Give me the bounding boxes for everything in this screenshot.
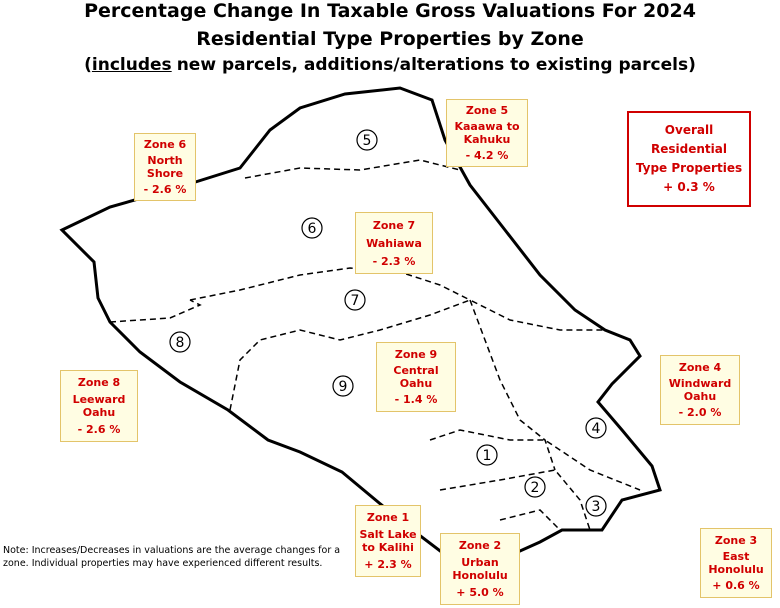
zone-area: Leeward Oahu bbox=[61, 393, 137, 419]
zone-change: - 2.0 % bbox=[678, 406, 722, 420]
zone-area-line: Honolulu bbox=[708, 562, 764, 576]
zone-number: 9 bbox=[339, 379, 348, 395]
zone-marker bbox=[585, 495, 607, 517]
zone-box: Zone 1 Salt Lake to Kalihi + 2.3 % bbox=[355, 505, 421, 577]
zone-marker bbox=[169, 331, 191, 353]
zone-number: 6 bbox=[308, 221, 317, 237]
zone-number: 1 bbox=[483, 448, 492, 464]
zone-area: East Honolulu bbox=[701, 550, 771, 576]
zone-area-line: Kaaawa to bbox=[454, 119, 520, 133]
zone-area-line: North bbox=[147, 153, 183, 167]
zone-number: 2 bbox=[531, 480, 540, 496]
zone-area: Kaaawa to Kahuku bbox=[447, 120, 527, 146]
overall-change: + 0.3 % bbox=[663, 180, 715, 194]
zone-marker bbox=[476, 444, 498, 466]
zone-box: Zone 4 Windward Oahu - 2.0 % bbox=[660, 355, 740, 425]
zone-box: Zone 7 Wahiawa - 2.3 % bbox=[355, 212, 433, 274]
zone-marker bbox=[332, 375, 354, 397]
zone-area-line: Wahiawa bbox=[366, 236, 422, 250]
zone-title: Zone 4 bbox=[678, 360, 722, 374]
zone-change: - 2.6 % bbox=[143, 182, 187, 196]
zone-area-line: Oahu bbox=[399, 376, 433, 390]
title: Residential Type Properties by Zone bbox=[196, 28, 584, 50]
zone-change: - 4.2 % bbox=[465, 148, 509, 162]
zone-change: - 2.6 % bbox=[77, 423, 121, 436]
zone-area-line: Leeward bbox=[72, 393, 126, 406]
zone-title: Zone 8 bbox=[77, 376, 121, 389]
zone-area-line: Salt Lake bbox=[359, 528, 417, 541]
zone-area-line: to Kalihi bbox=[362, 541, 414, 554]
zone-number: 7 bbox=[351, 293, 360, 309]
zone-area-line: Honolulu bbox=[452, 569, 508, 582]
zone-area-line: Oahu bbox=[683, 389, 717, 403]
zone-marker bbox=[585, 417, 607, 439]
zone-area: Urban Honolulu bbox=[441, 556, 519, 582]
zone-area-line: Urban bbox=[461, 556, 499, 569]
overall-box: Overall Residential Type Properties + 0.… bbox=[627, 111, 751, 207]
zone-area: Windward Oahu bbox=[661, 377, 739, 403]
zone-change: + 5.0 % bbox=[456, 586, 504, 599]
overall-line: Type Properties bbox=[635, 161, 743, 175]
subtitle-open: ( bbox=[84, 55, 92, 75]
zone-title: Zone 9 bbox=[394, 347, 438, 361]
zone-title: Zone 2 bbox=[458, 539, 502, 552]
zone-title: Zone 7 bbox=[372, 218, 416, 232]
zone-number: 4 bbox=[592, 421, 601, 437]
zone-borders bbox=[109, 159, 641, 531]
title: Percentage Change In Taxable Gross Valua… bbox=[84, 0, 696, 22]
zone-box: Zone 9 Central Oahu - 1.4 % bbox=[376, 342, 456, 412]
zone-area-line: Central bbox=[393, 363, 439, 377]
zone-box: Zone 6 North Shore - 2.6 % bbox=[134, 133, 196, 201]
zone-area: Central Oahu bbox=[377, 364, 455, 390]
zone-change: + 2.3 % bbox=[364, 558, 412, 571]
zone-marker bbox=[301, 217, 323, 239]
note: Note: Increases/Decreases in valuations … bbox=[3, 545, 341, 569]
zone-area: Wahiawa bbox=[356, 237, 432, 250]
overall-line: Overall bbox=[664, 123, 714, 137]
zone-number: 5 bbox=[363, 133, 372, 149]
zone-title: Zone 3 bbox=[714, 533, 758, 547]
zone-number: 8 bbox=[176, 335, 185, 351]
subtitle: (includes new parcels, additions/alterati… bbox=[0, 55, 780, 75]
zone-area-line: East bbox=[722, 549, 750, 563]
zone-area-line: Oahu bbox=[82, 406, 116, 419]
zone-number: 3 bbox=[592, 499, 601, 515]
zone-area-line: Shore bbox=[146, 166, 184, 180]
zone-area-line: Windward bbox=[668, 376, 732, 390]
zone-box: Zone 3 East Honolulu + 0.6 % bbox=[700, 528, 772, 598]
zone-area: Salt Lake to Kalihi bbox=[356, 528, 420, 554]
zone-area-line: Kahuku bbox=[463, 132, 511, 146]
zone-change: + 0.6 % bbox=[712, 579, 760, 593]
zone-title: Zone 5 bbox=[465, 104, 509, 118]
zone-marker bbox=[524, 476, 546, 498]
zone-change: - 1.4 % bbox=[394, 393, 438, 407]
island-outline bbox=[59, 86, 662, 562]
zone-title: Zone 1 bbox=[366, 511, 410, 524]
zone-marker bbox=[356, 129, 378, 151]
zone-title: Zone 6 bbox=[143, 138, 187, 152]
zone-area: North Shore bbox=[135, 154, 195, 180]
subtitle-rest: new parcels, additions/alterations to ex… bbox=[176, 55, 696, 75]
zone-box: Zone 8 Leeward Oahu - 2.6 % bbox=[60, 370, 138, 442]
zone-marker bbox=[344, 289, 366, 311]
subtitle-emphasis: includes bbox=[91, 55, 172, 75]
zone-box: Zone 5 Kaaawa to Kahuku - 4.2 % bbox=[446, 99, 528, 167]
zone-change: - 2.3 % bbox=[372, 254, 416, 268]
overall-line: Residential bbox=[651, 142, 727, 156]
zone-box: Zone 2 Urban Honolulu + 5.0 % bbox=[440, 533, 520, 605]
